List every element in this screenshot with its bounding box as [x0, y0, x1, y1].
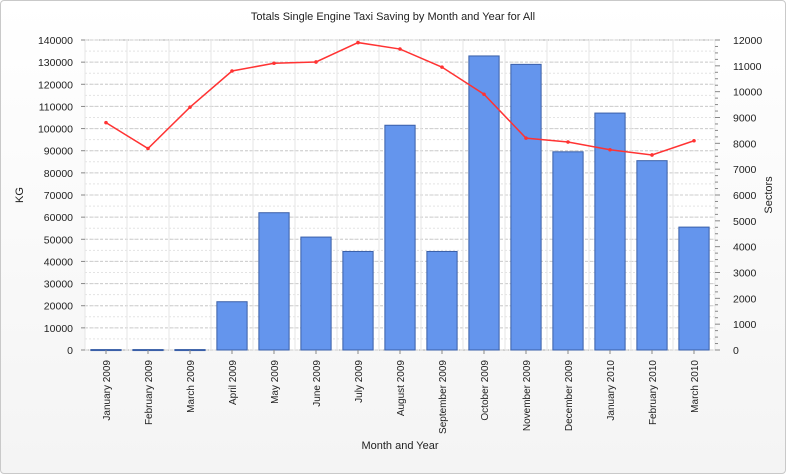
- y-tick-label: 40000: [44, 256, 73, 268]
- bar: [300, 236, 332, 351]
- bar-series: [90, 55, 710, 352]
- line-point: [314, 60, 318, 64]
- x-tick-label: July 2009: [354, 360, 365, 403]
- bar: [384, 124, 416, 351]
- y2-axis-ticks: 0 1000 2000 3000 4000 5000 6000 7000 8000 9000 100…: [715, 35, 762, 357]
- y-tick-label: 70000: [44, 190, 73, 202]
- x-tick-label: May 2009: [270, 360, 281, 404]
- line-point: [692, 138, 696, 143]
- line-point: [524, 136, 528, 140]
- y-tick-label: 130000: [38, 57, 73, 69]
- y-tick-label: 0: [67, 345, 73, 357]
- bar: [594, 112, 626, 351]
- y-tick-label: 140000: [38, 35, 73, 47]
- x-tick-label: January 2010: [606, 360, 617, 421]
- y-tick-label: 10000: [44, 323, 73, 335]
- x-tick-label: September 2009: [438, 360, 449, 434]
- line-point: [482, 92, 486, 97]
- bar: [636, 160, 668, 351]
- bar: [342, 250, 374, 351]
- x-tick-label: February 2010: [648, 360, 659, 425]
- x-tick-label: June 2009: [312, 360, 323, 407]
- line-point: [608, 147, 612, 152]
- y2-tick-label: 6000: [733, 190, 757, 202]
- bar: [552, 151, 584, 351]
- y-tick-label: 80000: [44, 168, 73, 180]
- line-point: [398, 47, 402, 51]
- y-tick-label: 30000: [44, 279, 73, 291]
- line-point: [146, 146, 150, 151]
- x-tick-label: January 2009: [102, 360, 113, 421]
- line-series: [104, 40, 696, 157]
- line-point: [650, 153, 654, 157]
- x-axis-label: Month and Year: [361, 440, 438, 452]
- bar: [216, 301, 248, 351]
- y2-tick-label: 11000: [733, 61, 762, 73]
- y-tick-label: 120000: [38, 79, 73, 91]
- y2-tick-label: 5000: [733, 216, 757, 228]
- y-tick-label: 110000: [39, 101, 73, 113]
- bar: [468, 55, 500, 351]
- y2-tick-label: 0: [733, 345, 739, 357]
- y2-tick-label: 4000: [733, 242, 757, 254]
- x-axis-ticks: January 2009 February 2009 March 2009 April…: [102, 350, 701, 434]
- line-point: [104, 120, 108, 125]
- y-tick-label: 60000: [44, 212, 73, 224]
- y2-tick-label: 9000: [733, 113, 757, 125]
- x-tick-label: March 2009: [186, 360, 197, 413]
- bar: [510, 63, 542, 351]
- y2-tick-label: 7000: [733, 164, 757, 176]
- y2-tick-label: 3000: [733, 268, 757, 280]
- line-point: [440, 65, 444, 69]
- y-axis-ticks: 0 10000 20000 30000 40000 50000 60000 70000 8000…: [38, 35, 85, 357]
- y2-tick-label: 2000: [733, 293, 757, 305]
- x-tick-label: February 2009: [144, 360, 155, 425]
- x-tick-label: April 2009: [228, 360, 239, 405]
- line-point: [188, 105, 192, 109]
- line-point: [272, 61, 276, 66]
- chart-title: Totals Single Engine Taxi Saving by Mont…: [251, 11, 535, 23]
- x-tick-label: December 2009: [564, 360, 575, 432]
- y2-tick-label: 10000: [733, 87, 762, 99]
- y2-axis-label: Sectors: [763, 176, 775, 214]
- bar: [258, 212, 290, 351]
- y-tick-label: 100000: [38, 124, 73, 136]
- y-tick-label: 50000: [44, 234, 73, 246]
- bar: [678, 226, 710, 351]
- x-tick-label: March 2010: [690, 360, 701, 413]
- y-axis-label: KG: [14, 187, 26, 203]
- bar: [426, 250, 458, 351]
- y-tick-label: 20000: [44, 301, 73, 313]
- x-tick-label: October 2009: [480, 360, 491, 421]
- y2-tick-label: 12000: [733, 35, 762, 47]
- y2-tick-label: 1000: [733, 319, 757, 331]
- y2-tick-label: 8000: [733, 138, 757, 150]
- line-point: [230, 69, 234, 73]
- y-tick-label: 90000: [44, 146, 73, 158]
- x-tick-label: November 2009: [522, 360, 533, 432]
- line-point: [356, 40, 360, 45]
- line-point: [566, 140, 570, 144]
- x-tick-label: August 2009: [396, 360, 407, 417]
